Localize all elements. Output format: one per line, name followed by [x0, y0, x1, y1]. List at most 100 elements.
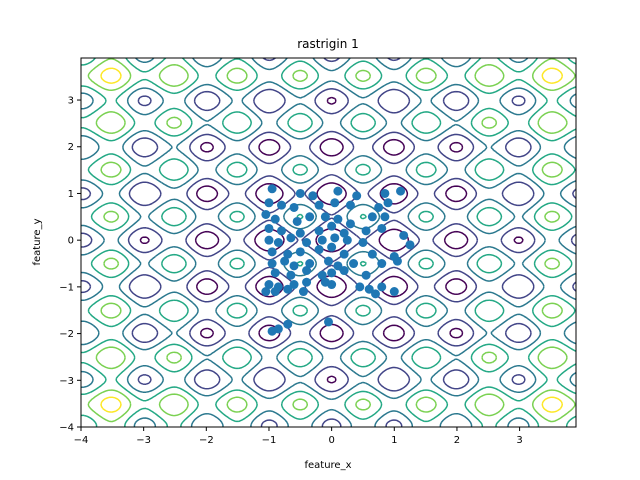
y-tick-label: 0	[68, 236, 74, 247]
scatter-point	[270, 268, 280, 278]
y-tick-label: 2	[68, 142, 74, 153]
scatter-point	[399, 230, 409, 240]
scatter-point	[364, 284, 374, 294]
scatter-point	[289, 261, 299, 271]
scatter-point	[302, 238, 312, 247]
scatter-point	[286, 270, 296, 280]
scatter-point	[308, 191, 318, 201]
y-tick-label: −1	[59, 282, 74, 293]
scatter-point	[324, 256, 333, 266]
scatter-point	[264, 198, 274, 208]
scatter-point	[333, 186, 343, 196]
scatter-point	[264, 223, 274, 233]
y-tick-label: −4	[59, 423, 74, 434]
scatter-point	[339, 228, 349, 238]
scatter-point	[283, 249, 293, 259]
scatter-point	[327, 268, 337, 278]
scatter-point	[314, 226, 324, 236]
scatter-point	[339, 249, 349, 259]
scatter-point	[367, 249, 377, 259]
scatter-point	[295, 247, 305, 257]
scatter-point	[317, 235, 327, 245]
scatter-point	[305, 259, 315, 269]
scatter-point	[277, 226, 287, 236]
scatter-point	[261, 209, 271, 219]
chart-title: rastrigin 1	[297, 37, 359, 51]
scatter-point	[389, 287, 399, 297]
scatter-point	[314, 245, 324, 255]
scatter-point	[339, 266, 349, 276]
scatter-point	[324, 317, 333, 327]
scatter-point	[267, 259, 277, 269]
scatter-point	[352, 191, 362, 201]
contour-level-40	[81, 58, 576, 427]
scatter-point	[280, 256, 290, 266]
scatter-point	[270, 287, 280, 297]
scatter-point	[392, 256, 402, 266]
scatter-point	[289, 280, 299, 290]
scatter-point	[327, 280, 337, 290]
scatter-point	[333, 214, 343, 224]
scatter-point	[261, 287, 271, 297]
scatter-point	[289, 202, 299, 212]
scatter-point	[380, 212, 390, 222]
x-tick-label: −1	[262, 435, 277, 446]
scatter-point	[327, 221, 337, 231]
scatter-point	[286, 233, 296, 243]
scatter-point	[405, 240, 415, 250]
contour-lines	[81, 58, 576, 427]
scatter-point	[314, 200, 324, 210]
scatter-point	[345, 219, 355, 229]
contour-level-30	[81, 58, 576, 427]
y-tick-label: 1	[68, 189, 74, 200]
scatter-point	[377, 282, 387, 292]
scatter-point	[305, 212, 315, 222]
scatter-point	[377, 259, 387, 269]
scatter-point	[298, 287, 308, 297]
scatter-point	[374, 202, 384, 212]
y-axis-label: feature_y	[32, 218, 43, 265]
x-tick-label: −4	[74, 435, 89, 446]
contour-level-50	[87, 58, 576, 423]
scatter-point	[320, 212, 330, 222]
scatter-point	[361, 226, 371, 236]
scatter-point	[295, 188, 305, 198]
x-tick-label: −3	[136, 435, 151, 446]
scatter-point	[367, 212, 377, 222]
scatter-point	[383, 198, 393, 208]
scatter-point	[264, 280, 274, 290]
y-tick-label: −2	[59, 329, 74, 340]
scatter-point	[295, 228, 305, 238]
scatter-point	[273, 238, 283, 247]
scatter-point	[380, 188, 390, 198]
scatter-point	[330, 233, 340, 243]
scatter-point	[333, 261, 343, 271]
scatter-point	[267, 184, 277, 194]
contour-level-60	[100, 67, 564, 413]
y-axis-ticks: −4 −3 −2 −1 0 1 2 3	[59, 96, 81, 434]
scatter-point	[317, 270, 327, 280]
scatter-point	[264, 235, 274, 245]
scatter-points	[261, 184, 415, 336]
scatter-point	[355, 282, 365, 292]
scatter-point	[342, 235, 352, 245]
scatter-point	[349, 259, 359, 269]
scatter-point	[361, 270, 371, 280]
scatter-point	[345, 200, 355, 210]
x-tick-label: −2	[199, 435, 214, 446]
scatter-point	[302, 277, 312, 287]
scatter-point	[358, 238, 368, 247]
scatter-point	[283, 284, 293, 294]
plot-frame	[80, 57, 577, 428]
scatter-point	[370, 289, 380, 299]
scatter-point	[273, 324, 283, 334]
scatter-point	[302, 266, 312, 276]
y-tick-label: −3	[59, 376, 74, 387]
x-axis-ticks: −4 −3 −2 −1 0 1 2 3	[74, 427, 523, 446]
scatter-point	[377, 223, 387, 233]
x-tick-label: 2	[454, 435, 460, 446]
scatter-point	[267, 247, 277, 257]
scatter-point	[270, 214, 280, 224]
x-tick-label: 0	[328, 435, 334, 446]
